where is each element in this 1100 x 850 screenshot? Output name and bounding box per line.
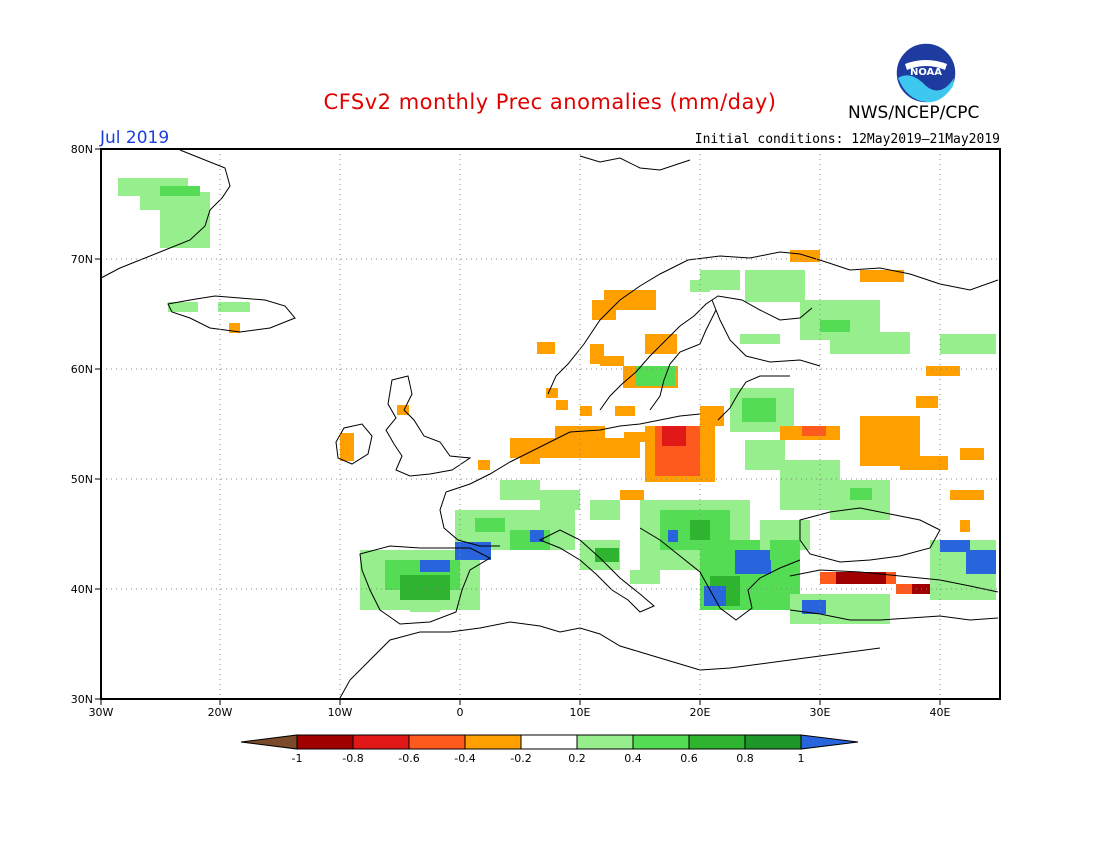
lon-label: 10W — [328, 706, 353, 719]
initial-conditions: Initial conditions: 12May2019–21May2019 — [694, 132, 1000, 147]
org-label: NWS/NCEP/CPC — [848, 103, 980, 123]
colorbar-segment — [632, 734, 690, 750]
colorbar-tick-label: 0.6 — [680, 752, 698, 765]
gridlines — [101, 149, 1000, 699]
colorbar-segment — [520, 734, 578, 750]
noaa-logo: NOAA — [895, 42, 957, 104]
lat-label: 60N — [71, 363, 93, 376]
colorbar-tick-label: -1 — [292, 752, 303, 765]
colorbar-low-arrow — [240, 734, 298, 750]
colorbar-legend: -1 -0.8 -0.6 -0.4 -0.2 0.2 0.4 0.6 0.8 1 — [240, 734, 859, 765]
lat-label: 30N — [71, 693, 93, 706]
map-border — [100, 148, 1001, 700]
colorbar-segment — [576, 734, 634, 750]
colorbar-high-arrow — [800, 734, 859, 750]
lat-labels: 30N 40N 50N 60N 70N 80N — [71, 143, 93, 706]
lon-label: 30E — [810, 706, 831, 719]
lon-label: 40E — [930, 706, 951, 719]
colorbar-segment — [352, 734, 410, 750]
lat-label: 70N — [71, 253, 93, 266]
svg-text:NOAA: NOAA — [910, 67, 942, 78]
colorbar-segment — [408, 734, 466, 750]
colorbar-tick-label: -0.2 — [510, 752, 531, 765]
colorbar-segment — [296, 734, 354, 750]
colorbar-tick-label: 0.2 — [568, 752, 586, 765]
lon-label: 20W — [208, 706, 233, 719]
colorbar-tick-label: -0.6 — [398, 752, 419, 765]
lon-label: 20E — [690, 706, 711, 719]
colorbar-segment — [464, 734, 522, 750]
forecast-month: Jul 2019 — [100, 128, 170, 148]
chart-title: CFSv2 monthly Prec anomalies (mm/day) — [323, 90, 777, 114]
lon-labels: 30W 20W 10W 0 10E 20E 30E 40E — [89, 706, 951, 719]
colorbar-tick-label: 1 — [798, 752, 805, 765]
lat-label: 80N — [71, 143, 93, 156]
colorbar-tick-label: 0.4 — [624, 752, 642, 765]
colorbar-tick-label: -0.4 — [454, 752, 475, 765]
lon-label: 30W — [89, 706, 114, 719]
lat-label: 40N — [71, 583, 93, 596]
lat-label: 50N — [71, 473, 93, 486]
coastlines — [100, 149, 999, 699]
lon-label: 10E — [570, 706, 591, 719]
colorbar-tick-label: 0.8 — [736, 752, 754, 765]
colorbar-segment — [688, 734, 746, 750]
tick-marks — [95, 148, 941, 705]
colorbar-tick-label: -0.8 — [342, 752, 363, 765]
colorbar-segment — [744, 734, 802, 750]
lon-label: 0 — [457, 706, 464, 719]
